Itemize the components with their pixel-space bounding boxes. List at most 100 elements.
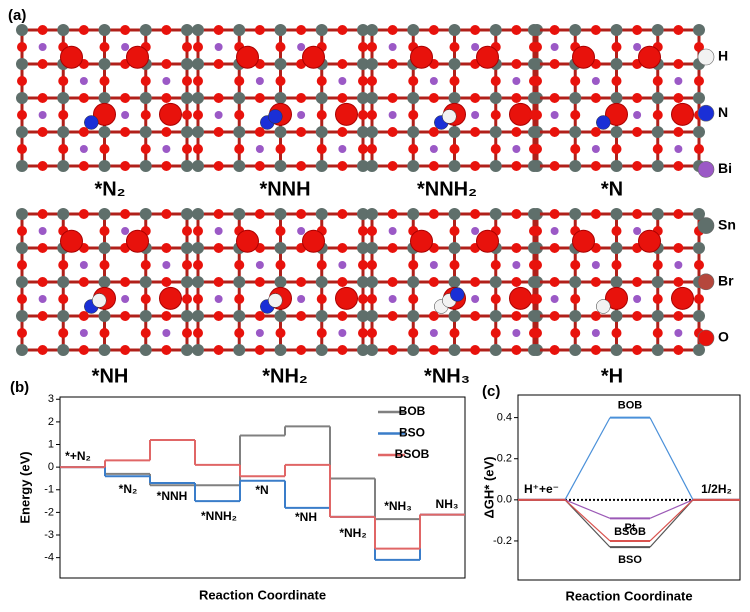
plot-frame [59,396,466,579]
atom [159,102,182,126]
atom [591,77,600,85]
atom [78,25,89,35]
atom [182,144,192,154]
atom [638,229,661,253]
atom [274,58,287,70]
atom [549,209,560,219]
atom [529,110,539,120]
atom [121,43,130,51]
y-tick-label: -4 [44,552,54,564]
atom [274,344,287,356]
atom [315,344,328,356]
atom [449,260,460,270]
atom [60,45,83,69]
atom [632,25,643,35]
legend-label: H [718,48,728,64]
atom [358,328,368,338]
atom [428,311,439,321]
atom [315,92,328,104]
atom [357,92,369,104]
atom [161,59,172,69]
atom [275,328,286,338]
atom [254,93,265,103]
atom [428,161,439,171]
atom [358,76,368,86]
atom [255,145,264,153]
atom [192,242,204,254]
atom [449,328,460,338]
atom [161,209,172,219]
atom [693,208,705,220]
atom [448,58,461,70]
atom [490,294,501,304]
y-tick-label: 1 [48,438,54,450]
connector [564,499,611,519]
series-label: BSO [618,554,642,566]
atom [549,59,560,69]
atom [121,111,130,119]
atom [213,127,224,137]
atom [448,92,461,104]
atom [511,127,522,137]
atom [673,59,684,69]
atom [407,344,420,356]
atom [17,260,27,270]
atom [509,102,532,126]
structure-image [16,24,193,172]
atom [528,160,540,172]
structure-label: *NH [92,365,129,387]
atom [511,161,522,171]
atom [633,43,642,51]
atom [652,144,663,154]
atom [297,227,306,235]
atom [428,209,439,219]
atom [181,344,193,356]
atom [590,311,601,321]
y-tick-label: 3 [48,393,54,405]
atom [255,261,264,269]
atom [254,209,265,219]
atom [214,111,223,119]
atom [193,260,203,270]
atom [79,329,88,337]
legend-label: Sn [718,216,736,232]
atom [234,110,245,120]
atom [693,24,705,36]
legend-label: BSO [399,426,425,440]
atom [387,311,398,321]
atom [161,243,172,253]
atom [78,127,89,137]
atom [448,344,461,356]
atom [16,310,28,322]
atom [366,160,378,172]
atom [590,161,601,171]
atom [275,260,286,270]
atom [57,344,70,356]
atom [140,144,151,154]
atom [37,93,48,103]
atom [357,276,369,288]
atom [213,93,224,103]
atom [182,76,192,86]
atom [37,127,48,137]
atom [408,110,419,120]
atom [611,144,622,154]
legend-swatch [697,217,715,234]
atom [674,261,683,269]
structure-label: *NH₂ [262,365,308,387]
atom [139,126,152,138]
atom [448,310,461,322]
atom [387,277,398,287]
atom [302,229,325,253]
atom [57,160,70,172]
atom [632,345,643,355]
atom [366,242,378,254]
series-label: BOB [618,400,643,412]
atom [590,345,601,355]
atom [161,277,172,287]
atom [57,92,70,104]
atom [316,294,327,304]
atom [549,345,560,355]
legend-swatch [697,273,715,291]
